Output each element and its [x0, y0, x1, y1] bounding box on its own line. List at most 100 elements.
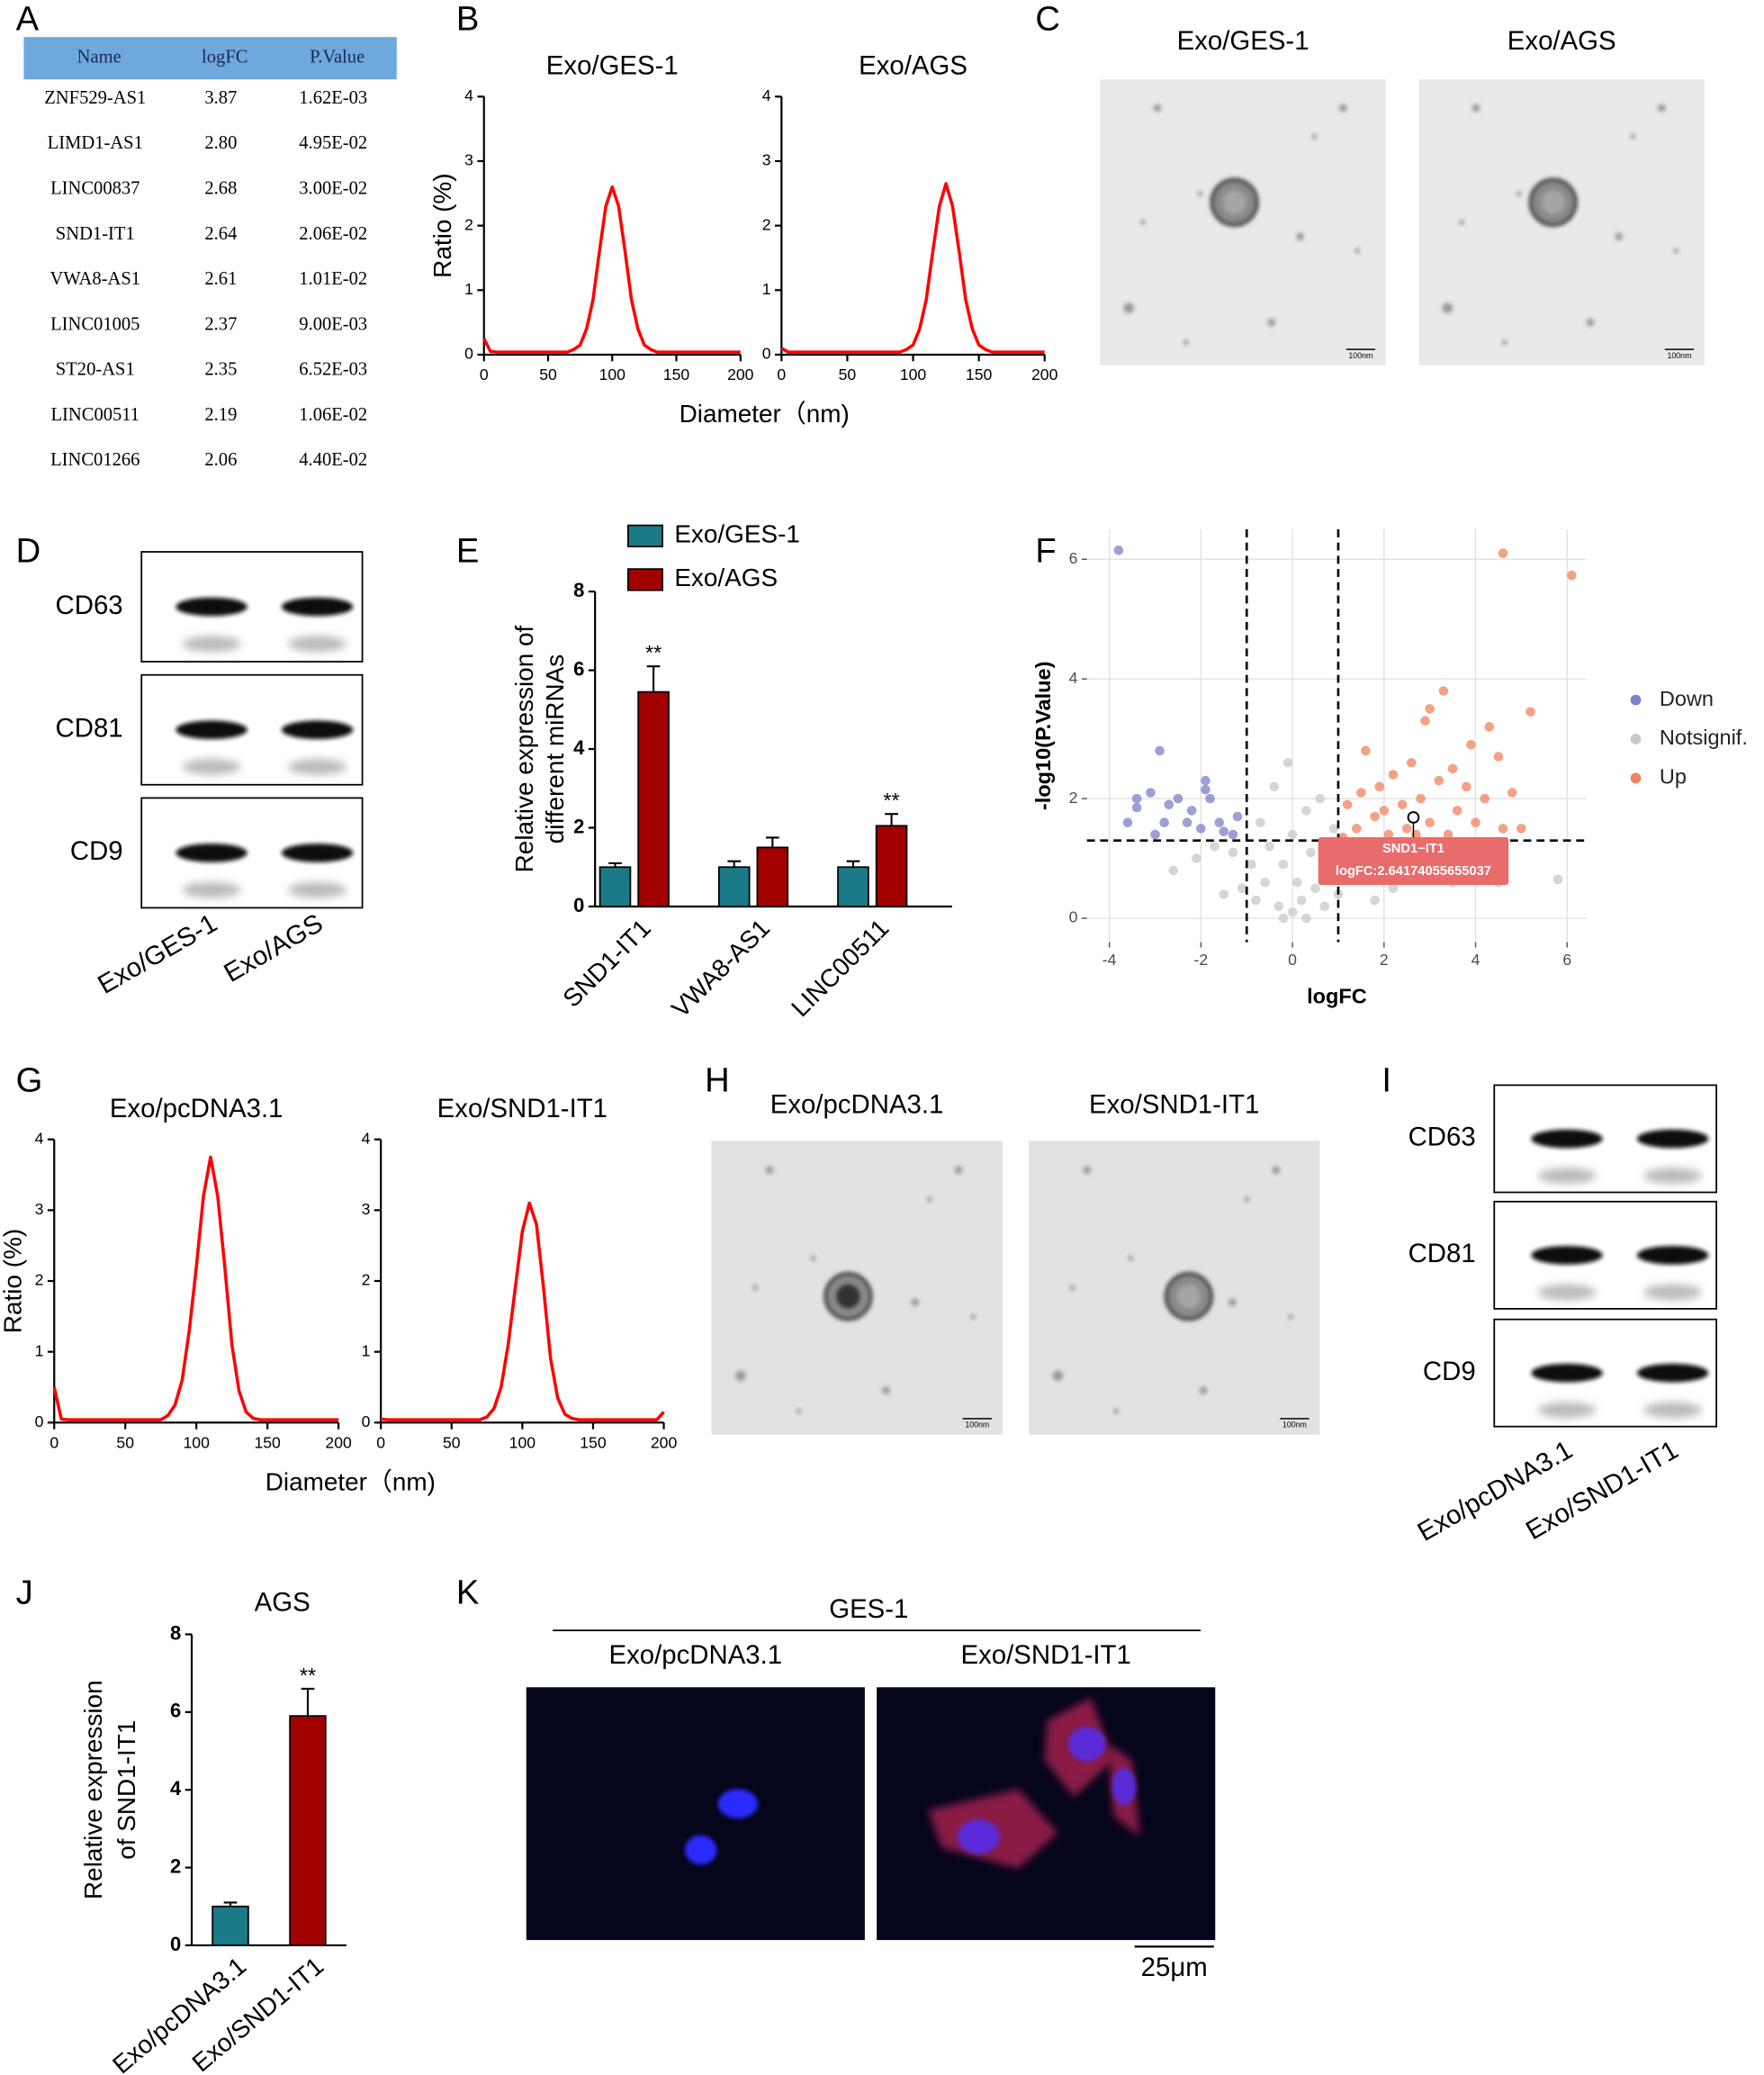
- table-header-bg: [23, 37, 397, 80]
- scale-label: 100nm: [1282, 1421, 1307, 1430]
- table-cell: 6.52E-03: [299, 360, 367, 380]
- y-tick-label: 0: [170, 1933, 181, 1955]
- point: [1434, 775, 1444, 786]
- micrograph-speck: [1472, 104, 1480, 113]
- point: [1113, 545, 1124, 555]
- micrograph-speck: [1052, 1370, 1064, 1382]
- point: [1301, 806, 1311, 816]
- point: [1219, 826, 1229, 836]
- table-cell: SND1-IT1: [56, 224, 135, 244]
- x-tick-label: Exo/pcDNA3.1: [107, 1952, 251, 2075]
- nucleus: [1112, 1767, 1137, 1806]
- point: [1507, 788, 1517, 798]
- size-distribution-line: [52, 1155, 339, 1421]
- table-header: logFC: [202, 47, 248, 67]
- point: [1192, 853, 1202, 863]
- y-axis-label: different miRNAs: [541, 654, 569, 844]
- x-tick-label: 50: [443, 1433, 461, 1451]
- point: [1278, 859, 1289, 870]
- table-cell: LINC01005: [50, 314, 140, 334]
- micrograph-title: Exo/SND1-IT1: [1089, 1090, 1259, 1120]
- point: [1301, 913, 1311, 924]
- y-tick-label: 2: [464, 215, 473, 233]
- y-tick-label: 0: [35, 1412, 44, 1430]
- micrograph-speck: [1501, 339, 1508, 346]
- point: [1342, 799, 1353, 810]
- significance-label: **: [645, 641, 662, 664]
- y-axis-label: Ratio (%): [428, 173, 456, 277]
- scale-label: 100nm: [1348, 351, 1372, 360]
- point: [1498, 548, 1508, 558]
- legend-label: Exo/AGS: [674, 564, 778, 591]
- error-bar: [765, 836, 779, 848]
- blot-band: [1636, 1129, 1709, 1149]
- point: [1232, 811, 1243, 822]
- point: [1260, 877, 1270, 888]
- micrograph-speck: [1140, 220, 1146, 225]
- micrograph-speck: [926, 1196, 932, 1203]
- y-tick-label: 4: [35, 1129, 44, 1147]
- micrograph-speck: [1354, 248, 1360, 254]
- x-tick-label: 100: [509, 1433, 536, 1451]
- vesicle-core: [1222, 190, 1246, 214]
- point: [1374, 781, 1385, 792]
- point: [1484, 722, 1495, 732]
- micrograph-speck: [734, 1370, 746, 1382]
- y-tick-label: 2: [362, 1271, 371, 1289]
- table-cell: 2.68: [204, 179, 237, 199]
- x-tick-label: 150: [254, 1433, 281, 1451]
- panel-label: J: [16, 1573, 33, 1611]
- nucleus: [957, 1819, 1000, 1854]
- micrograph-speck: [1657, 104, 1666, 113]
- point: [1196, 824, 1206, 834]
- micrograph-speck: [1183, 339, 1189, 346]
- panel-label: H: [705, 1061, 730, 1100]
- point: [1237, 883, 1247, 894]
- annotation-box: [1318, 837, 1509, 885]
- y-tick-label: 4: [762, 86, 771, 104]
- fluorescence-image: [877, 1687, 1216, 1941]
- table-cell: ST20-AS1: [56, 360, 135, 380]
- legend-label: Down: [1660, 687, 1714, 710]
- micrograph-speck: [1459, 220, 1465, 225]
- subplot-title: Exo/pcDNA3.1: [110, 1094, 284, 1123]
- micrograph-speck: [1296, 232, 1304, 241]
- blot-smudge: [1537, 1168, 1597, 1184]
- point: [1462, 781, 1472, 792]
- x-tick-label: -2: [1194, 951, 1209, 969]
- error-bar: [223, 1901, 238, 1907]
- point: [1264, 842, 1274, 852]
- micrograph-speck: [1123, 302, 1135, 314]
- table-header: Name: [77, 47, 122, 67]
- y-tick-label: 6: [1069, 549, 1078, 567]
- blot-band: [1531, 1246, 1603, 1265]
- micrograph-speck: [1083, 1166, 1092, 1175]
- blot-band: [1636, 1363, 1709, 1383]
- point: [1466, 740, 1476, 750]
- point: [1228, 829, 1238, 840]
- x-tick-label: 200: [1031, 365, 1058, 383]
- y-axis-label: -log10(P.Value): [1031, 662, 1055, 810]
- micrograph-speck: [796, 1408, 802, 1414]
- significance-label: **: [883, 789, 899, 812]
- table-cell: 2.06: [204, 450, 237, 470]
- point: [1146, 788, 1156, 798]
- blot-smudge: [182, 881, 241, 898]
- y-tick-label: 0: [573, 894, 584, 916]
- bar: [717, 866, 751, 907]
- y-axis-label: Relative expression: [79, 1680, 107, 1899]
- y-tick-label: 8: [170, 1621, 181, 1644]
- bar: [289, 1715, 327, 1946]
- error-bar: [846, 860, 860, 868]
- y-tick-label: 0: [362, 1412, 371, 1430]
- x-tick-label: LINC00511: [786, 914, 894, 1022]
- micrograph-speck: [1272, 1166, 1281, 1175]
- y-tick-label: 2: [573, 815, 584, 837]
- error-bar: [301, 1687, 315, 1717]
- legend-label: Up: [1660, 765, 1687, 789]
- x-tick-label: 150: [580, 1433, 607, 1451]
- x-tick-label: 0: [376, 1433, 385, 1451]
- table-cell: LINC00837: [50, 179, 140, 199]
- x-tick-label: 50: [116, 1433, 134, 1451]
- panel-label: I: [1382, 1061, 1391, 1100]
